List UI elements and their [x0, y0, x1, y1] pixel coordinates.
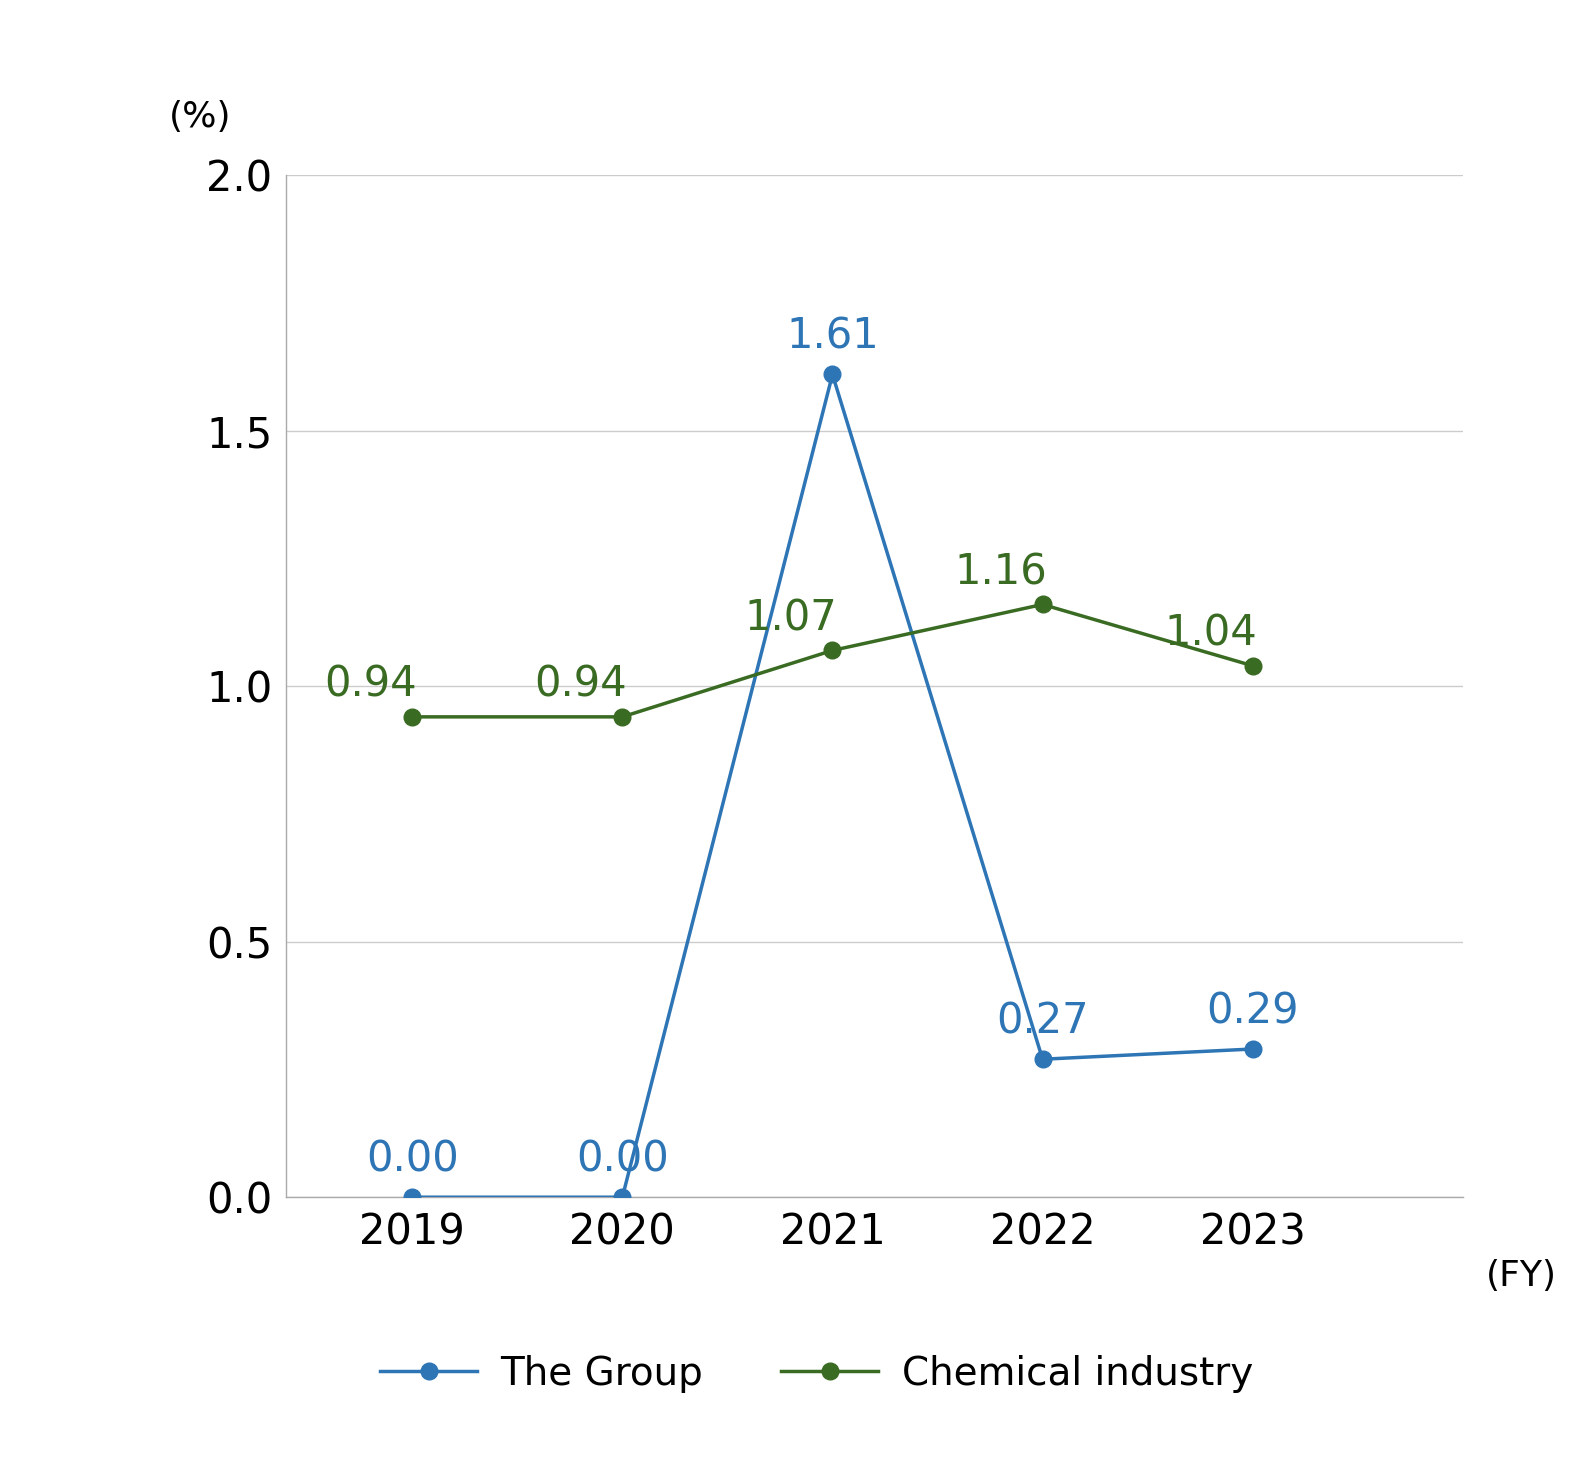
- Text: 1.04: 1.04: [1164, 613, 1258, 654]
- Text: 0.27: 0.27: [997, 1000, 1089, 1042]
- Text: 1.61: 1.61: [785, 315, 879, 358]
- Text: 0.29: 0.29: [1207, 990, 1299, 1032]
- Text: 0.94: 0.94: [324, 664, 417, 705]
- Text: (%): (%): [169, 101, 231, 134]
- Text: (FY): (FY): [1487, 1259, 1557, 1292]
- Legend: The Group, Chemical industry: The Group, Chemical industry: [364, 1339, 1269, 1409]
- Text: 1.16: 1.16: [954, 552, 1048, 593]
- Text: 0.94: 0.94: [534, 664, 626, 705]
- Text: 1.07: 1.07: [744, 597, 836, 639]
- Text: 0.00: 0.00: [576, 1139, 669, 1181]
- Text: 0.00: 0.00: [366, 1139, 458, 1181]
